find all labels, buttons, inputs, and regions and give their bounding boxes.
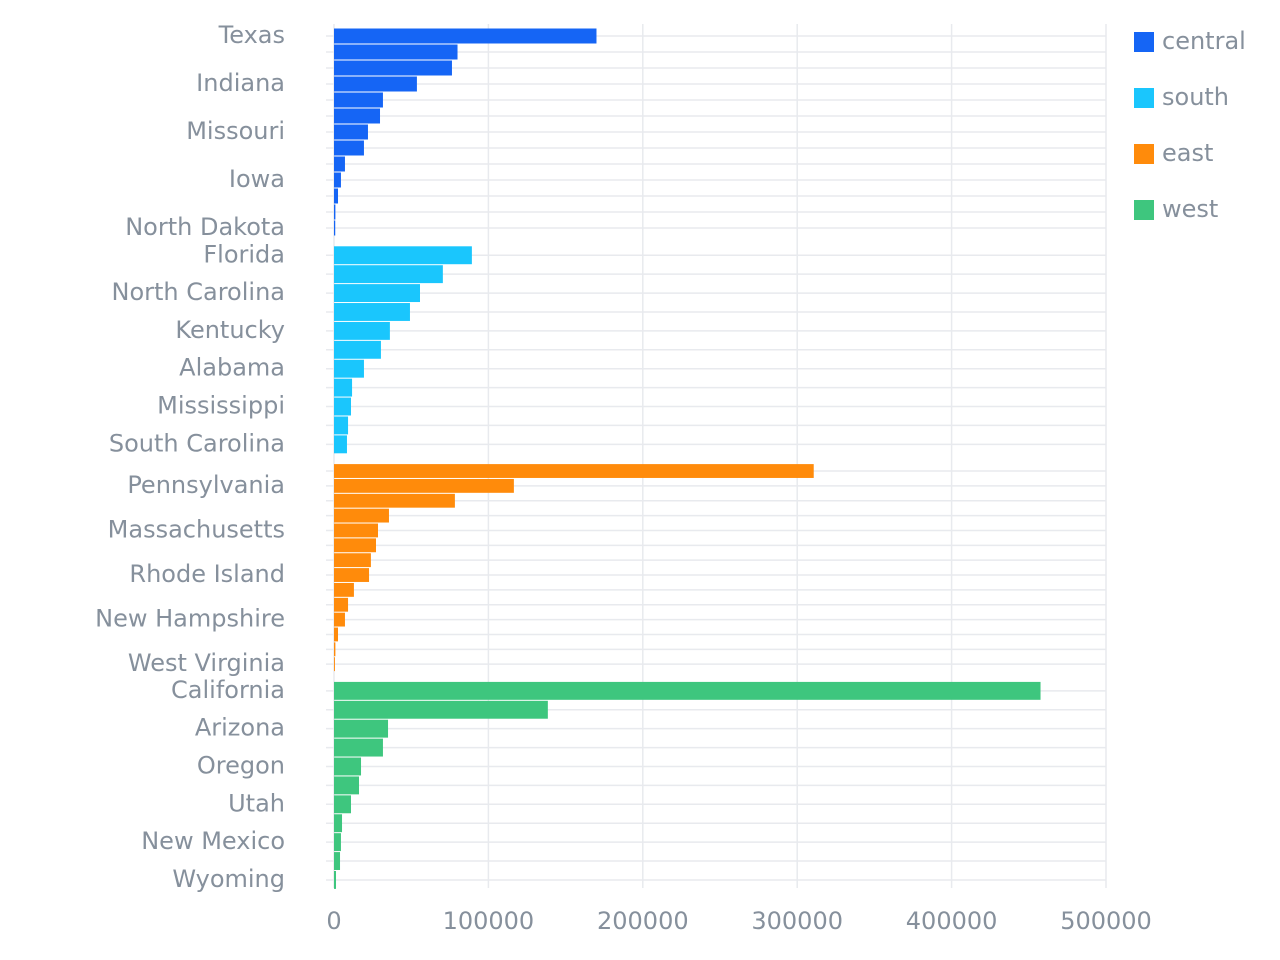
y-tick-label: New Hampshire	[95, 605, 285, 633]
y-tick-label: Missouri	[186, 117, 285, 145]
bar	[334, 44, 458, 60]
bar	[334, 795, 351, 814]
bar	[334, 642, 336, 657]
y-tick-label: Alabama	[179, 354, 285, 382]
y-tick-label: California	[171, 676, 285, 704]
y-tick-label: Rhode Island	[129, 560, 285, 588]
bar	[334, 700, 548, 719]
bar	[334, 124, 368, 140]
bar	[334, 60, 452, 76]
bar	[334, 508, 389, 523]
x-tick-label: 0	[326, 907, 341, 935]
bar	[334, 284, 421, 303]
y-tick-label: Wyoming	[172, 865, 285, 893]
y-tick-label: Texas	[218, 21, 285, 49]
y-tick-label: Oregon	[197, 751, 285, 779]
y-tick-label: North Dakota	[125, 213, 285, 241]
legend-swatch	[1134, 32, 1154, 52]
legend-label: west	[1162, 195, 1218, 223]
y-tick-label: Mississippi	[157, 392, 285, 420]
bar	[334, 188, 339, 204]
bar	[334, 108, 381, 124]
y-tick-label: Massachusetts	[108, 515, 285, 543]
y-tick-label: South Carolina	[109, 429, 285, 457]
bar	[334, 597, 349, 612]
x-tick-label: 100000	[443, 907, 535, 935]
bar	[334, 870, 337, 889]
bar	[334, 172, 341, 188]
bar	[334, 359, 364, 378]
y-tick-label: Florida	[203, 240, 285, 268]
bar	[334, 378, 353, 397]
bar	[334, 612, 345, 627]
y-tick-label: West Virginia	[128, 649, 285, 677]
bar	[334, 833, 341, 852]
y-tick-label: Kentucky	[175, 316, 285, 344]
bar	[334, 416, 349, 435]
legend-swatch	[1134, 144, 1154, 164]
bar	[334, 553, 371, 568]
y-tick-label: New Mexico	[141, 827, 285, 855]
legend-swatch	[1134, 200, 1154, 220]
y-tick-label: Utah	[228, 789, 285, 817]
x-tick-label: 200000	[597, 907, 689, 935]
y-tick-label: Pennsylvania	[127, 471, 285, 499]
bar	[334, 814, 343, 833]
bar	[334, 493, 455, 508]
legend-label: central	[1162, 27, 1246, 55]
bar	[334, 776, 360, 795]
bar	[334, 627, 339, 642]
bar	[334, 204, 336, 220]
bar	[334, 28, 597, 44]
legend-swatch	[1134, 88, 1154, 108]
bar	[334, 92, 383, 108]
bar	[334, 220, 336, 236]
y-tick-label: Indiana	[196, 69, 285, 97]
bar	[334, 265, 443, 284]
x-tick-label: 300000	[751, 907, 843, 935]
bar	[334, 538, 376, 553]
legend-label: south	[1162, 83, 1229, 111]
y-tick-label: North Carolina	[112, 278, 286, 306]
bar	[334, 464, 814, 478]
bar	[334, 738, 383, 757]
bar	[334, 397, 351, 416]
bar	[334, 140, 364, 156]
bar	[334, 76, 417, 92]
bar	[334, 246, 472, 265]
bar	[334, 568, 370, 582]
bar	[334, 681, 1041, 700]
bar	[334, 321, 390, 340]
legend-label: east	[1162, 139, 1213, 167]
bar	[334, 757, 362, 776]
bar	[334, 340, 381, 359]
bar	[334, 719, 389, 738]
bar	[334, 478, 514, 493]
bar	[334, 303, 410, 321]
bar	[334, 435, 347, 454]
bar	[334, 582, 354, 597]
bar	[334, 523, 379, 538]
bar	[334, 657, 335, 672]
bar	[334, 156, 345, 172]
y-tick-label: Iowa	[229, 165, 285, 193]
bar	[334, 852, 341, 870]
x-tick-label: 400000	[906, 907, 998, 935]
x-tick-label: 500000	[1060, 907, 1152, 935]
y-tick-label: Arizona	[195, 714, 285, 742]
